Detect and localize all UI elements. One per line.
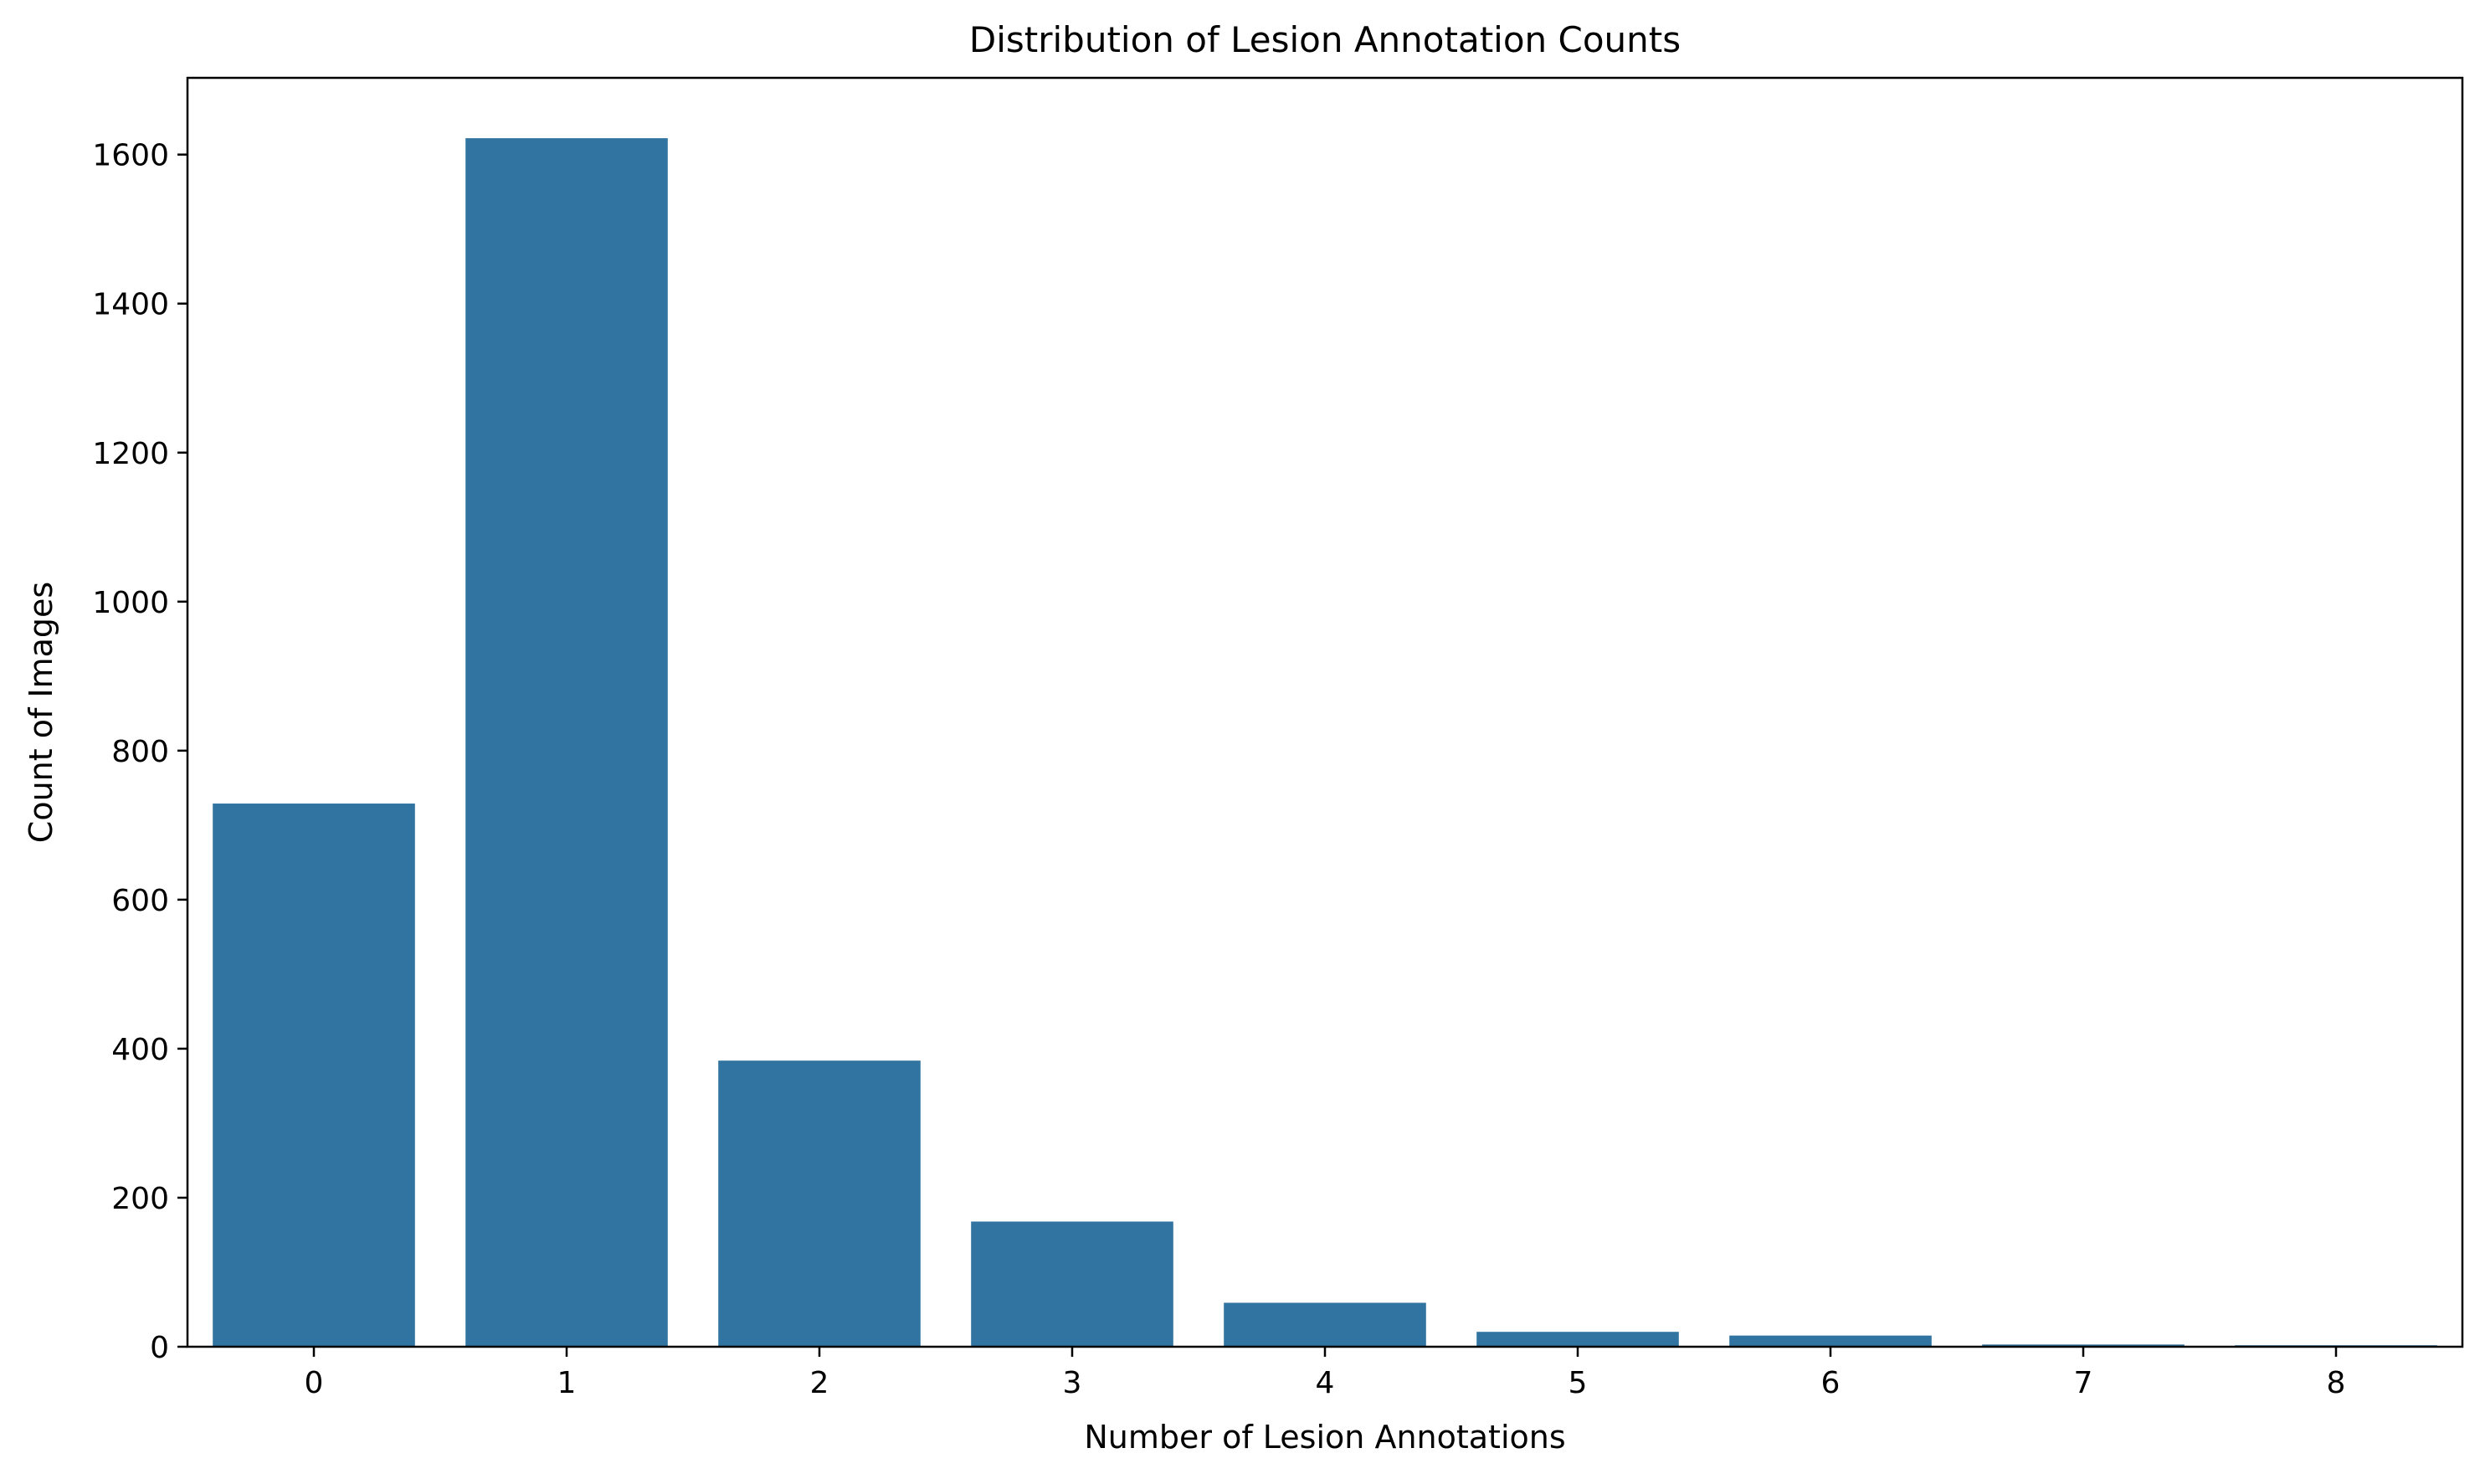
x-tick-label: 7 [2074,1366,2093,1400]
bar-0 [213,804,415,1347]
x-tick-label: 2 [810,1366,829,1400]
x-tick-label: 3 [1063,1366,1082,1400]
plot-area: 0 1 2 3 4 5 6 7 8 0 200 400 600 800 1000 1200 1400 1600 [92,138,2437,1400]
bar-2 [718,1060,921,1347]
x-tick-label: 1 [557,1366,577,1400]
bar-6 [1729,1335,1932,1347]
y-axis-label: Count of Images [23,582,59,843]
bar-5 [1476,1332,1679,1347]
x-tick-label: 8 [2327,1366,2346,1400]
x-tick-label: 6 [1821,1366,1841,1400]
chart-title: Distribution of Lesion Annotation Counts [969,19,1681,60]
y-tick-label: 1400 [92,288,169,322]
x-tick-label: 5 [1569,1366,1588,1400]
y-tick-label: 1200 [92,437,169,471]
y-tick-label: 400 [111,1033,169,1067]
x-axis-label: Number of Lesion Annotations [1084,1419,1565,1456]
bar-4 [1224,1302,1426,1347]
y-tick-label: 1000 [92,586,169,620]
bar-3 [971,1221,1173,1347]
plot-frame [186,76,2464,1348]
bar-1 [465,138,668,1348]
bar-7 [1982,1344,2185,1347]
y-tick-label: 0 [150,1331,169,1365]
y-tick-label: 600 [111,884,169,918]
x-tick-label: 0 [305,1366,324,1400]
y-tick-label: 200 [111,1182,169,1216]
y-tick-label: 1600 [92,139,169,173]
x-tick-label: 4 [1316,1366,1335,1400]
y-tick-label: 800 [111,735,169,769]
